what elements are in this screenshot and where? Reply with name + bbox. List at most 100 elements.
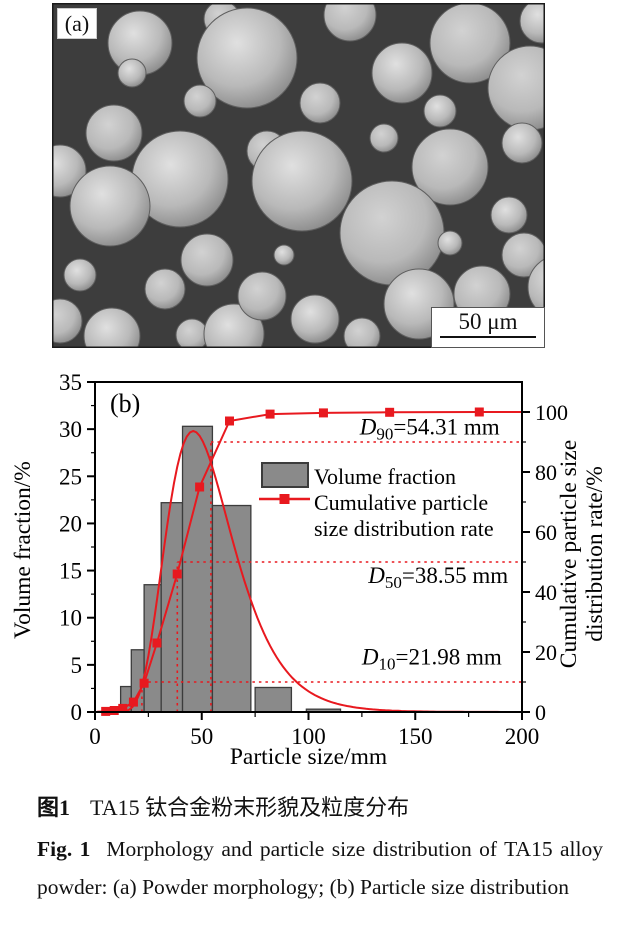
powder-particle [490, 196, 528, 234]
guide-line-d10 [141, 681, 522, 712]
powder-particle [501, 122, 543, 164]
powder-particle [63, 258, 97, 292]
caption-en-text: Morphology and particle size distributio… [37, 837, 603, 899]
d-value-guide-lines [141, 441, 522, 712]
legend-bar-swatch [261, 462, 309, 488]
caption-en: Fig. 1 Morphology and particle size distr… [37, 831, 603, 906]
powder-particle [501, 232, 545, 278]
tick-label: 150 [398, 724, 433, 749]
powder-particle [437, 230, 463, 256]
powder-particle [343, 317, 381, 348]
cumulative-marker [139, 678, 149, 688]
powder-particle [251, 130, 353, 232]
panel-b-chart: 0 50 100 150 200 0 5 10 15 20 25 30 35 0 20 40 60 80 100 Pa… [0, 368, 637, 790]
powder-particle [69, 165, 151, 247]
powder-particle [339, 180, 445, 286]
x-axis-title: Particle size/mm [230, 744, 387, 770]
tick-label: 10 [59, 606, 82, 631]
cumulative-marker [318, 408, 328, 418]
cumulative-marker [152, 638, 162, 648]
tick-label: 100 [291, 724, 326, 749]
powder-particle [273, 244, 295, 266]
tick-label: 0 [71, 700, 83, 725]
legend-label-volume-fraction: Volume fraction [314, 464, 456, 489]
powder-particle [411, 128, 489, 206]
tick-label: 100 [535, 400, 568, 425]
scale-bar-text: 50 μm [458, 309, 518, 334]
powder-particle [52, 298, 83, 344]
guide-line-d50 [176, 561, 522, 712]
volume-fraction-bar [143, 584, 162, 713]
cumulative-marker [385, 407, 395, 417]
right-y-axis-title: distribution rate/% [582, 466, 608, 642]
panel-a-label: (a) [57, 8, 97, 39]
cumulative-marker [118, 703, 128, 713]
powder-particle [196, 7, 298, 109]
particle-size-distribution-chart: 0 50 100 150 20005101520253035020406080100Pa… [10, 370, 608, 770]
right-y-axis-title: Cumulative particle size [556, 440, 582, 668]
powder-particle [183, 84, 217, 118]
panel-b-label: (b) [110, 389, 140, 418]
powder-particles [52, 3, 545, 348]
caption-en-figure-label: Fig. 1 [37, 837, 91, 861]
cumulative-marker [109, 706, 119, 715]
tick-label: 40 [535, 580, 557, 605]
powder-particle [85, 104, 143, 162]
volume-fraction-bar [160, 502, 184, 713]
figure-caption: 图1 TA15 钛合金粉末形貌及粒度分布 Fig. 1 Morphology and… [37, 794, 603, 906]
tick-label: 0 [89, 724, 101, 749]
powder-particle [290, 294, 340, 344]
annotation-d10: D10=21.98 mm [361, 645, 502, 674]
cumulative-marker [265, 409, 275, 419]
tick-label: 15 [59, 559, 82, 584]
cumulative-marker [128, 697, 138, 707]
tick-label: 20 [535, 640, 557, 665]
tick-label: 60 [535, 520, 557, 545]
tick-label: 200 [505, 724, 540, 749]
cumulative-marker [195, 482, 205, 492]
tick-label: 50 [190, 724, 213, 749]
powder-particle [144, 268, 186, 310]
powder-particle [369, 123, 399, 153]
tick-label: 35 [59, 370, 82, 395]
powder-particle [83, 307, 141, 348]
powder-particle [175, 318, 209, 348]
panel-a-label-text: (a) [64, 10, 90, 36]
cumulative-marker [474, 407, 484, 417]
powder-particle [180, 233, 234, 287]
powder-particle [429, 3, 511, 84]
powder-particle [423, 94, 457, 128]
d-value-annotations: D10=21.98 mm D50=38.55 mm D90=54.31 mm [359, 415, 509, 674]
powder-particle [299, 82, 341, 124]
legend-line-marker [279, 494, 290, 504]
scale-bar-line [440, 336, 536, 338]
caption-zh-text: TA15 钛合金粉末形貌及粒度分布 [90, 795, 410, 820]
powder-particle [519, 3, 545, 44]
caption-zh: 图1 TA15 钛合金粉末形貌及粒度分布 [37, 794, 603, 822]
tick-label: 5 [71, 653, 83, 678]
caption-zh-figure-label: 图1 [37, 795, 71, 820]
powder-particle [527, 258, 545, 316]
powder-particle [371, 42, 433, 104]
annotation-d90: D90=54.31 mm [359, 415, 500, 444]
legend-label-cumulative: Cumulative particle [314, 490, 488, 515]
cumulative-markers [101, 407, 484, 716]
powder-particle [323, 3, 377, 42]
tick-label: 0 [535, 700, 546, 725]
cumulative-marker [172, 569, 182, 579]
tick-label: 20 [59, 511, 82, 536]
sem-photo [52, 3, 545, 348]
tick-label: 25 [59, 464, 82, 489]
panel-a-sem-image: (a) 50 μm [52, 3, 545, 348]
powder-particle [117, 58, 147, 88]
sem-photo-border [52, 3, 545, 348]
left-y-axis-title: Volume fraction/% [10, 461, 36, 639]
legend-label-cumulative: size distribution rate [314, 516, 494, 541]
scale-bar: 50 μm [431, 307, 545, 348]
tick-label: 30 [59, 417, 82, 442]
cumulative-marker [225, 416, 235, 426]
volume-fraction-bar [254, 686, 293, 713]
powder-particle [237, 271, 287, 321]
